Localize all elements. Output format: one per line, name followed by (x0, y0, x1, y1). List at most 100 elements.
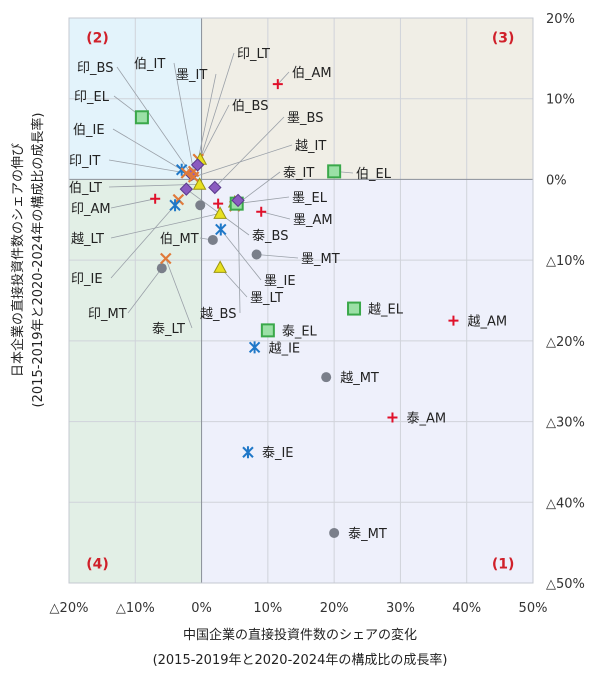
point-label: 泰_EL (282, 324, 318, 339)
y-tick-label: 20% (546, 12, 575, 27)
point-marker (347, 301, 362, 316)
point-marker (208, 180, 222, 195)
leader-line (220, 229, 262, 281)
x-tick-label: △10% (116, 601, 155, 616)
quadrant-label-q4: (4) (86, 557, 109, 573)
point-label: 印_BS (77, 61, 113, 76)
leader-line (199, 52, 235, 160)
point-marker (159, 252, 172, 265)
point-marker (213, 206, 227, 219)
point-marker (321, 372, 332, 383)
point-label: 泰_LT (152, 322, 185, 337)
point-label: 越_BS (200, 307, 236, 322)
quadrant-label-q3: (3) (492, 30, 515, 46)
point-marker (213, 260, 227, 273)
point-label: 墨_LT (250, 291, 283, 306)
point-marker (169, 199, 181, 212)
point-marker (272, 79, 283, 90)
leader-line (236, 196, 290, 205)
y-tick-label: △30% (546, 416, 585, 431)
point-label: 泰_BS (252, 229, 288, 244)
quadrant-label-q2: (2) (86, 30, 109, 46)
point-marker (215, 223, 227, 236)
point-marker (329, 527, 340, 538)
leader-line (214, 116, 285, 188)
point-marker (231, 193, 245, 208)
point-label: 墨_AM (293, 213, 333, 228)
leader-line (112, 128, 182, 171)
leader-line (127, 267, 163, 314)
x-tick-label: 50% (519, 601, 548, 616)
leader-line (110, 198, 156, 209)
point-marker (187, 171, 200, 183)
leader-line (110, 212, 221, 239)
y-axis-title-line: 日本企業の直接投資件数のシェアの伸び (10, 143, 26, 377)
point-label: 泰_IE (262, 446, 294, 461)
point-label: 印_LT (237, 47, 270, 62)
point-marker (195, 200, 206, 211)
point-label: 墨_EL (292, 191, 328, 206)
point-marker (251, 249, 262, 260)
point-label: 越_LT (71, 232, 104, 247)
y-tick-label: △40% (546, 496, 585, 511)
leader-line (173, 62, 195, 172)
point-marker (213, 198, 224, 209)
leader-line (256, 254, 299, 259)
point-label: 伯_IE (73, 123, 105, 138)
point-marker (134, 110, 149, 125)
point-label: 越_IE (269, 341, 301, 356)
y-tick-label: 0% (546, 173, 567, 188)
point-label: 印_IT (69, 154, 100, 169)
leader-line (110, 204, 176, 279)
point-marker (180, 167, 193, 179)
point-marker (150, 193, 161, 204)
y-tick-label: △50% (546, 577, 585, 592)
point-marker (387, 412, 398, 423)
point-marker (248, 341, 261, 354)
point-label: 越_AM (467, 315, 507, 330)
point-marker (448, 315, 459, 326)
point-label: 越_MT (340, 371, 379, 386)
point-label: 伯_IT (134, 57, 165, 72)
y-axis-title-line: (2015-2019年と2020-2024年の構成比の成長率) (30, 113, 46, 408)
leader-line (261, 211, 291, 220)
point-label: 墨_MT (301, 252, 340, 267)
point-marker (156, 263, 167, 274)
point-label: 越_IT (295, 139, 326, 154)
point-marker (192, 177, 207, 190)
x-tick-label: 20% (320, 601, 349, 616)
leader-line (197, 73, 217, 160)
leader-line (193, 144, 293, 178)
x-tick-label: 30% (386, 601, 415, 616)
point-label: 印_EL (74, 90, 110, 105)
point-label: 伯_LT (69, 181, 102, 196)
point-marker (327, 164, 342, 179)
leader-line (237, 200, 241, 314)
quadrant-label-q1: (1) (492, 557, 515, 573)
point-label: 墨_IT (176, 68, 207, 83)
leader-line (277, 71, 290, 85)
point-label: 印_AM (71, 202, 111, 217)
x-tick-label: △20% (50, 601, 89, 616)
y-tick-label: 10% (546, 93, 575, 108)
leader-line (108, 159, 187, 174)
plot-border (68, 17, 534, 584)
point-marker (190, 158, 205, 172)
y-tick-label: △10% (546, 254, 585, 269)
point-label: 伯_AM (292, 66, 332, 81)
point-label: 伯_BS (232, 99, 268, 114)
point-marker (256, 206, 267, 217)
point-label: 印_MT (88, 307, 127, 322)
y-tick-label: △20% (546, 335, 585, 350)
point-marker (260, 323, 275, 338)
point-label: 墨_IE (264, 274, 296, 289)
quadrant-q1 (201, 179, 534, 583)
point-label: 墨_BS (287, 111, 323, 126)
point-label: 印_IE (71, 272, 103, 287)
point-label: 伯_MT (160, 232, 199, 247)
point-label: 泰_IT (283, 166, 314, 181)
point-marker (242, 446, 254, 459)
point-label: 泰_MT (348, 527, 387, 542)
